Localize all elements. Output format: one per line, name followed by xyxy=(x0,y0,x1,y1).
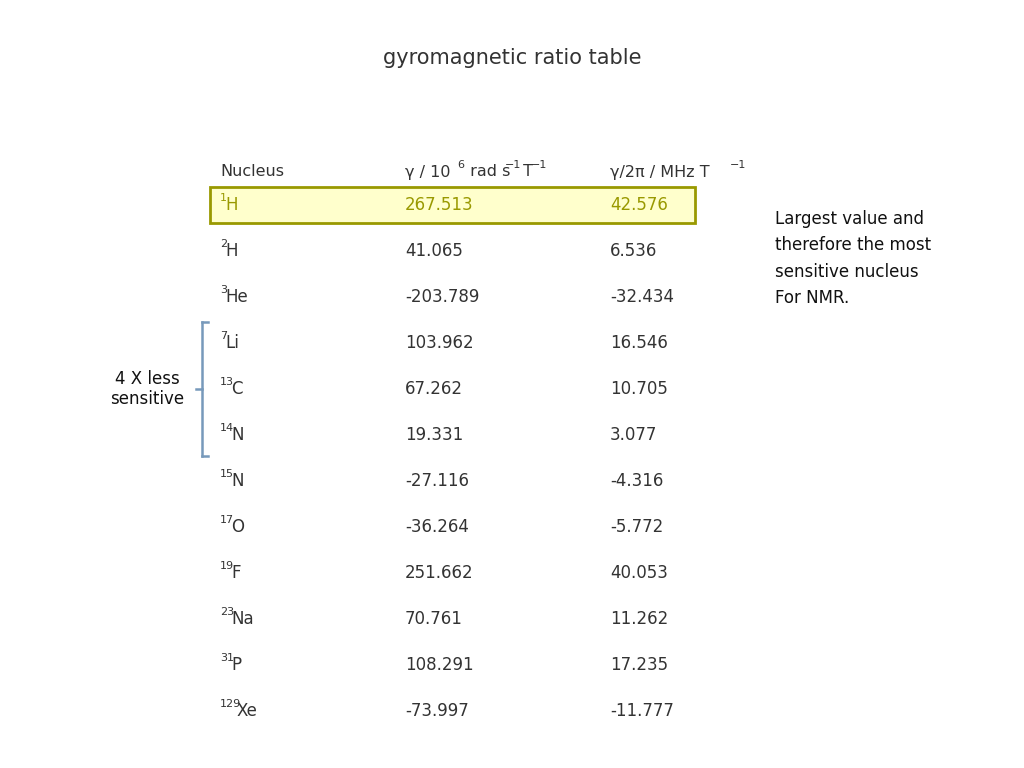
Text: -11.777: -11.777 xyxy=(610,702,674,720)
Text: 42.576: 42.576 xyxy=(610,196,668,214)
Text: 103.962: 103.962 xyxy=(406,334,474,352)
Text: F: F xyxy=(231,564,241,582)
Text: P: P xyxy=(231,656,241,674)
Text: 1: 1 xyxy=(220,193,227,203)
Text: 3: 3 xyxy=(220,285,227,295)
Text: H: H xyxy=(225,242,238,260)
Text: N: N xyxy=(231,472,244,490)
Text: N: N xyxy=(231,426,244,444)
Text: 17.235: 17.235 xyxy=(610,656,668,674)
Text: 129: 129 xyxy=(220,699,242,709)
Text: 4 X less
sensitive: 4 X less sensitive xyxy=(110,369,184,409)
Text: Li: Li xyxy=(225,334,240,352)
Text: -4.316: -4.316 xyxy=(610,472,664,490)
Text: 70.761: 70.761 xyxy=(406,610,463,628)
Text: −1: −1 xyxy=(505,160,521,170)
Text: γ/2π / MHz T: γ/2π / MHz T xyxy=(610,164,710,180)
Text: gyromagnetic ratio table: gyromagnetic ratio table xyxy=(383,48,641,68)
Text: 3.077: 3.077 xyxy=(610,426,657,444)
Text: 7: 7 xyxy=(220,331,227,341)
Text: 267.513: 267.513 xyxy=(406,196,474,214)
Text: 23: 23 xyxy=(220,607,234,617)
Text: 16.546: 16.546 xyxy=(610,334,668,352)
Text: 40.053: 40.053 xyxy=(610,564,668,582)
Text: rad s: rad s xyxy=(465,164,510,180)
Text: 108.291: 108.291 xyxy=(406,656,474,674)
Text: 15: 15 xyxy=(220,469,234,479)
Text: 10.705: 10.705 xyxy=(610,380,668,398)
Text: O: O xyxy=(231,518,244,536)
Text: Largest value and
therefore the most
sensitive nucleus
For NMR.: Largest value and therefore the most sen… xyxy=(775,210,931,307)
Text: H: H xyxy=(225,196,238,214)
Text: T: T xyxy=(518,164,534,180)
Text: 11.262: 11.262 xyxy=(610,610,669,628)
Text: 17: 17 xyxy=(220,515,234,525)
Text: Na: Na xyxy=(231,610,254,628)
Text: −1: −1 xyxy=(730,160,746,170)
Text: 14: 14 xyxy=(220,423,234,433)
Text: γ / 10: γ / 10 xyxy=(406,164,451,180)
Text: 6: 6 xyxy=(457,160,464,170)
Text: 6.536: 6.536 xyxy=(610,242,657,260)
Text: -36.264: -36.264 xyxy=(406,518,469,536)
Text: 41.065: 41.065 xyxy=(406,242,463,260)
Text: 251.662: 251.662 xyxy=(406,564,474,582)
FancyBboxPatch shape xyxy=(210,187,695,223)
Text: Xe: Xe xyxy=(237,702,257,720)
Text: 31: 31 xyxy=(220,653,234,663)
Text: 13: 13 xyxy=(220,377,234,387)
Text: −1: −1 xyxy=(531,160,548,170)
Text: 19: 19 xyxy=(220,561,234,571)
Text: -32.434: -32.434 xyxy=(610,288,674,306)
Text: Nucleus: Nucleus xyxy=(220,164,284,180)
Text: -27.116: -27.116 xyxy=(406,472,469,490)
Text: 2: 2 xyxy=(220,239,227,249)
Text: 19.331: 19.331 xyxy=(406,426,463,444)
Text: -5.772: -5.772 xyxy=(610,518,664,536)
Text: -203.789: -203.789 xyxy=(406,288,479,306)
Text: 67.262: 67.262 xyxy=(406,380,463,398)
Text: He: He xyxy=(225,288,248,306)
Text: C: C xyxy=(231,380,243,398)
Text: -73.997: -73.997 xyxy=(406,702,469,720)
